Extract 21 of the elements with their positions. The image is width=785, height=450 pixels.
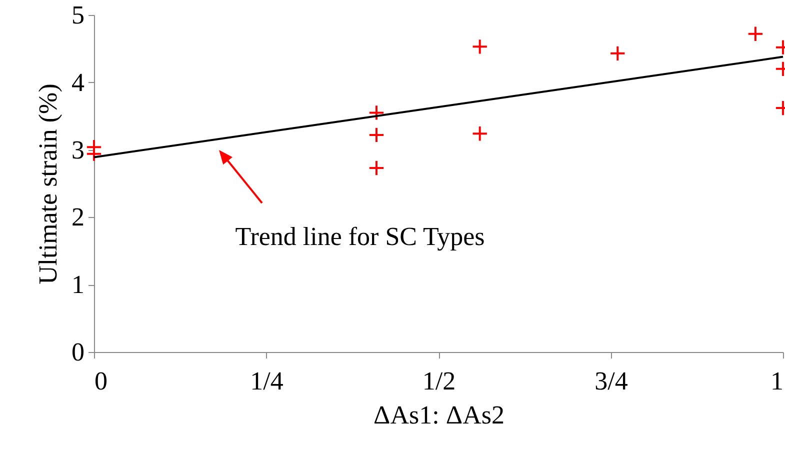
y-tick-label: 3 — [72, 135, 84, 164]
x-axis-title: ΔAs1: ΔAs2 — [374, 400, 504, 430]
y-tick-label: 0 — [72, 338, 84, 366]
y-tick-label: 1 — [72, 270, 84, 300]
x-tick-label: 1/4 — [250, 366, 284, 396]
point — [472, 38, 488, 55]
y-axis-title: Ultimate strain (%) — [34, 84, 62, 284]
x-tick-label: 1 — [770, 366, 784, 396]
annotation: Trend line for SC Types — [235, 222, 485, 251]
point — [747, 26, 764, 42]
point — [368, 160, 385, 176]
y-tick-label: 5 — [72, 0, 84, 30]
y-tick-label: 4 — [72, 68, 84, 97]
x-tick-label: 0 — [94, 366, 108, 396]
x-tick-label: 1/2 — [422, 366, 456, 396]
point — [610, 45, 626, 62]
point — [368, 126, 385, 144]
point — [368, 104, 385, 121]
x-tick-label: 3/4 — [594, 366, 628, 396]
point — [472, 126, 488, 142]
y-tick-label: 2 — [72, 202, 84, 232]
